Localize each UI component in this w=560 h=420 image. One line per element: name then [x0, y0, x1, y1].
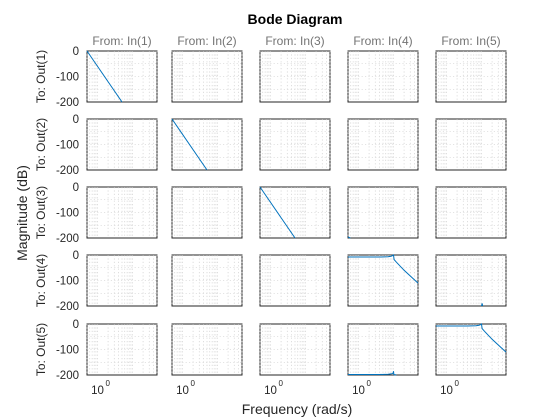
subplot-r4-c2 [171, 254, 243, 307]
magnitude-curve-out4-in5 [481, 303, 484, 307]
x-tick-label: 10 [91, 385, 104, 397]
y-tick-label: -100 [56, 72, 79, 84]
column-label: From: In(4) [353, 34, 412, 48]
subplot-r2-c5 [435, 118, 507, 171]
row-label: To: Out(4) [34, 254, 48, 307]
row-label: To: Out(3) [34, 186, 48, 239]
column-label: From: In(3) [265, 34, 324, 48]
subplot-r5-c3 [259, 323, 331, 376]
magnitude-curve-out4-in4 [348, 254, 419, 284]
y-tick-label: 0 [73, 319, 79, 331]
subplot-r5-c2 [171, 323, 243, 376]
row-label: To: Out(5) [34, 323, 48, 376]
subplot-r3-c1 [86, 186, 158, 239]
y-tick-label: -200 [56, 233, 79, 245]
x-tick-label: 10 [352, 385, 365, 397]
subplot-r1-c4 [347, 50, 419, 103]
magnitude-curve-out3-in3 [259, 186, 296, 239]
subplot-r5-c4 [347, 323, 419, 376]
subplot-r3-c4 [347, 186, 419, 239]
y-tick-label: -100 [56, 140, 79, 152]
subplot-r1-c3 [259, 50, 331, 103]
column-label: From: In(1) [92, 34, 151, 48]
subplot-r3-c5 [435, 186, 507, 239]
subplot-r5-c5 [435, 323, 507, 376]
subplot-r2-c3 [259, 118, 331, 171]
chart-title: Bode Diagram [248, 11, 343, 27]
y-tick-label: 0 [73, 250, 79, 262]
y-tick-label: -200 [56, 370, 79, 382]
subplot-r3-c3 [259, 186, 331, 239]
subplot-r2-c1 [86, 118, 158, 171]
magnitude-curve-out2-in2 [171, 118, 208, 171]
subplot-r4-c4 [347, 254, 419, 307]
column-label: From: In(2) [177, 34, 236, 48]
row-label: To: Out(1) [34, 50, 48, 103]
subplot-r3-c2 [171, 186, 243, 239]
subplot-r5-c1 [86, 323, 158, 376]
column-label: From: In(5) [441, 34, 500, 48]
subplot-r4-c3 [259, 254, 331, 307]
magnitude-curve-out3-in4 [347, 236, 351, 239]
x-tick-label: 10 [440, 385, 453, 397]
subplot-r1-c1 [86, 50, 158, 103]
x-tick-exponent: 0 [106, 379, 111, 388]
y-tick-label: -100 [56, 208, 79, 220]
magnitude-curve-out5-in5 [436, 323, 507, 353]
y-tick-label: 0 [73, 46, 79, 58]
subplot-r1-c5 [435, 50, 507, 103]
x-tick-exponent: 0 [367, 379, 372, 388]
magnitude-curve-out1-in1 [86, 50, 123, 103]
subplot-r1-c2 [171, 50, 243, 103]
magnitude-curve-out5-in4 [348, 371, 397, 376]
subplot-r4-c1 [86, 254, 158, 307]
x-tick-exponent: 0 [279, 379, 284, 388]
x-axis-label: Frequency (rad/s) [242, 401, 352, 417]
row-label: To: Out(2) [34, 118, 48, 171]
x-tick-exponent: 0 [191, 379, 196, 388]
x-tick-exponent: 0 [455, 379, 460, 388]
subplot-grid: From: In(1) From: In(2) From: In(3) From: I… [34, 34, 507, 397]
y-tick-label: -200 [56, 301, 79, 313]
x-tick-label: 10 [264, 385, 277, 397]
y-tick-label: 0 [73, 182, 79, 194]
y-tick-label: -200 [56, 97, 79, 109]
y-tick-label: -200 [56, 165, 79, 177]
subplot-r4-c5 [435, 254, 507, 307]
y-tick-label: 0 [73, 114, 79, 126]
y-tick-label: -100 [56, 345, 79, 357]
x-tick-label: 10 [176, 385, 189, 397]
subplot-r2-c2 [171, 118, 243, 171]
subplot-r2-c4 [347, 118, 419, 171]
y-tick-label: -100 [56, 276, 79, 288]
y-axis-label: Magnitude (dB) [14, 165, 30, 261]
